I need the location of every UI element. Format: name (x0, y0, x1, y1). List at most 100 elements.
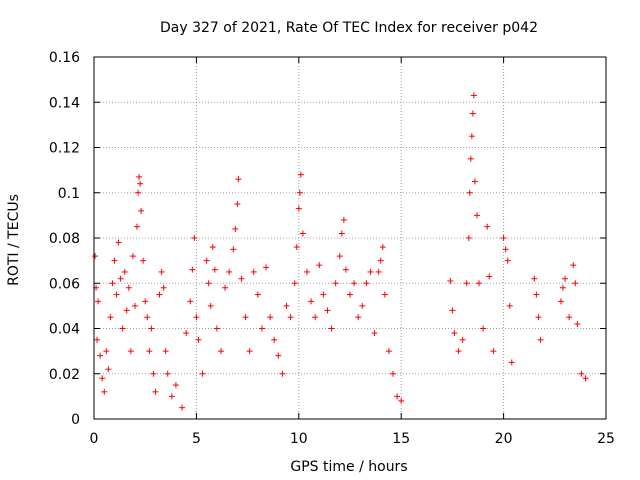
data-point (533, 291, 540, 298)
x-tick-label: 0 (90, 431, 99, 447)
data-point (158, 268, 165, 275)
data-point (398, 397, 405, 404)
data-point (94, 336, 101, 343)
y-tick-label: 0.08 (49, 231, 80, 247)
data-point (150, 370, 157, 377)
data-point (582, 375, 589, 382)
data-point (105, 366, 112, 373)
data-point (148, 325, 155, 332)
data-point (191, 235, 198, 241)
data-points (92, 92, 589, 411)
data-point (476, 280, 483, 287)
data-point (572, 280, 579, 287)
data-point (466, 189, 473, 196)
data-point (142, 298, 149, 305)
data-point (455, 348, 462, 355)
data-point (308, 298, 315, 305)
data-point (144, 314, 151, 321)
data-point (99, 375, 106, 382)
data-point (355, 314, 362, 321)
y-tick-label: 0.16 (49, 50, 80, 66)
data-point (226, 268, 233, 275)
data-point (535, 314, 542, 321)
data-point (92, 253, 99, 260)
grid-lines (94, 57, 606, 419)
data-point (328, 325, 335, 332)
data-point (351, 280, 358, 287)
data-point (152, 388, 159, 395)
data-point (375, 268, 382, 275)
x-tick-labels: 0 5 10 15 20 25 (90, 431, 615, 447)
data-point (502, 246, 509, 253)
data-point (471, 178, 478, 185)
y-tick-label: 0.06 (49, 276, 80, 292)
data-point (138, 207, 145, 214)
data-point (95, 298, 102, 305)
data-point (480, 325, 487, 332)
data-point (119, 325, 126, 332)
data-point (127, 348, 134, 355)
data-point (172, 382, 179, 389)
axis-ticks (93, 56, 607, 420)
y-tick-labels: 0 0.02 0.04 0.06 0.08 0.1 0.12 0.14 0.16 (49, 50, 80, 428)
data-point (324, 307, 331, 314)
data-point (136, 173, 143, 180)
data-point (131, 302, 138, 309)
data-point (293, 244, 300, 251)
y-tick-label: 0.12 (49, 141, 80, 157)
data-point (242, 314, 249, 321)
data-point (199, 370, 206, 377)
data-point (469, 110, 476, 117)
data-point (316, 262, 323, 269)
data-point (371, 330, 378, 337)
y-tick-label: 0.1 (58, 186, 80, 202)
y-tick-label: 0 (71, 412, 80, 428)
data-point (189, 266, 196, 273)
data-point (463, 280, 470, 287)
data-point (467, 155, 474, 162)
x-tick-label: 20 (495, 431, 513, 447)
data-point (207, 302, 214, 309)
data-point (486, 273, 493, 280)
data-point (156, 291, 163, 298)
data-point (574, 320, 581, 327)
data-point (363, 280, 370, 287)
data-point (217, 348, 224, 355)
data-point (187, 298, 194, 305)
data-point (283, 302, 290, 309)
data-point (121, 268, 128, 275)
data-point (115, 239, 122, 246)
data-point (449, 307, 456, 314)
data-point (504, 257, 511, 264)
data-point (183, 330, 190, 337)
chart-title: Day 327 of 2021, Rate Of TEC Index for r… (160, 20, 538, 36)
data-point (340, 216, 347, 223)
data-point (271, 336, 278, 343)
data-point (113, 291, 120, 298)
data-point (263, 264, 270, 271)
data-point (111, 257, 118, 264)
data-point (234, 201, 241, 208)
data-point (213, 325, 220, 332)
data-point (394, 393, 401, 400)
data-point (465, 235, 472, 241)
data-point (557, 298, 564, 305)
data-point (559, 284, 566, 291)
data-point (332, 280, 339, 287)
x-axis-label: GPS time / hours (290, 459, 407, 475)
data-point (296, 189, 303, 196)
y-tick-label: 0.14 (49, 95, 80, 111)
data-point (209, 244, 216, 251)
data-point (359, 302, 366, 309)
data-point (275, 352, 282, 359)
data-point (109, 280, 116, 287)
data-point (297, 171, 304, 178)
data-point (347, 291, 353, 298)
data-point (160, 284, 167, 291)
data-point (97, 352, 104, 359)
data-point (125, 284, 132, 291)
data-point (531, 275, 538, 282)
data-point (246, 348, 253, 355)
data-point (267, 314, 274, 321)
